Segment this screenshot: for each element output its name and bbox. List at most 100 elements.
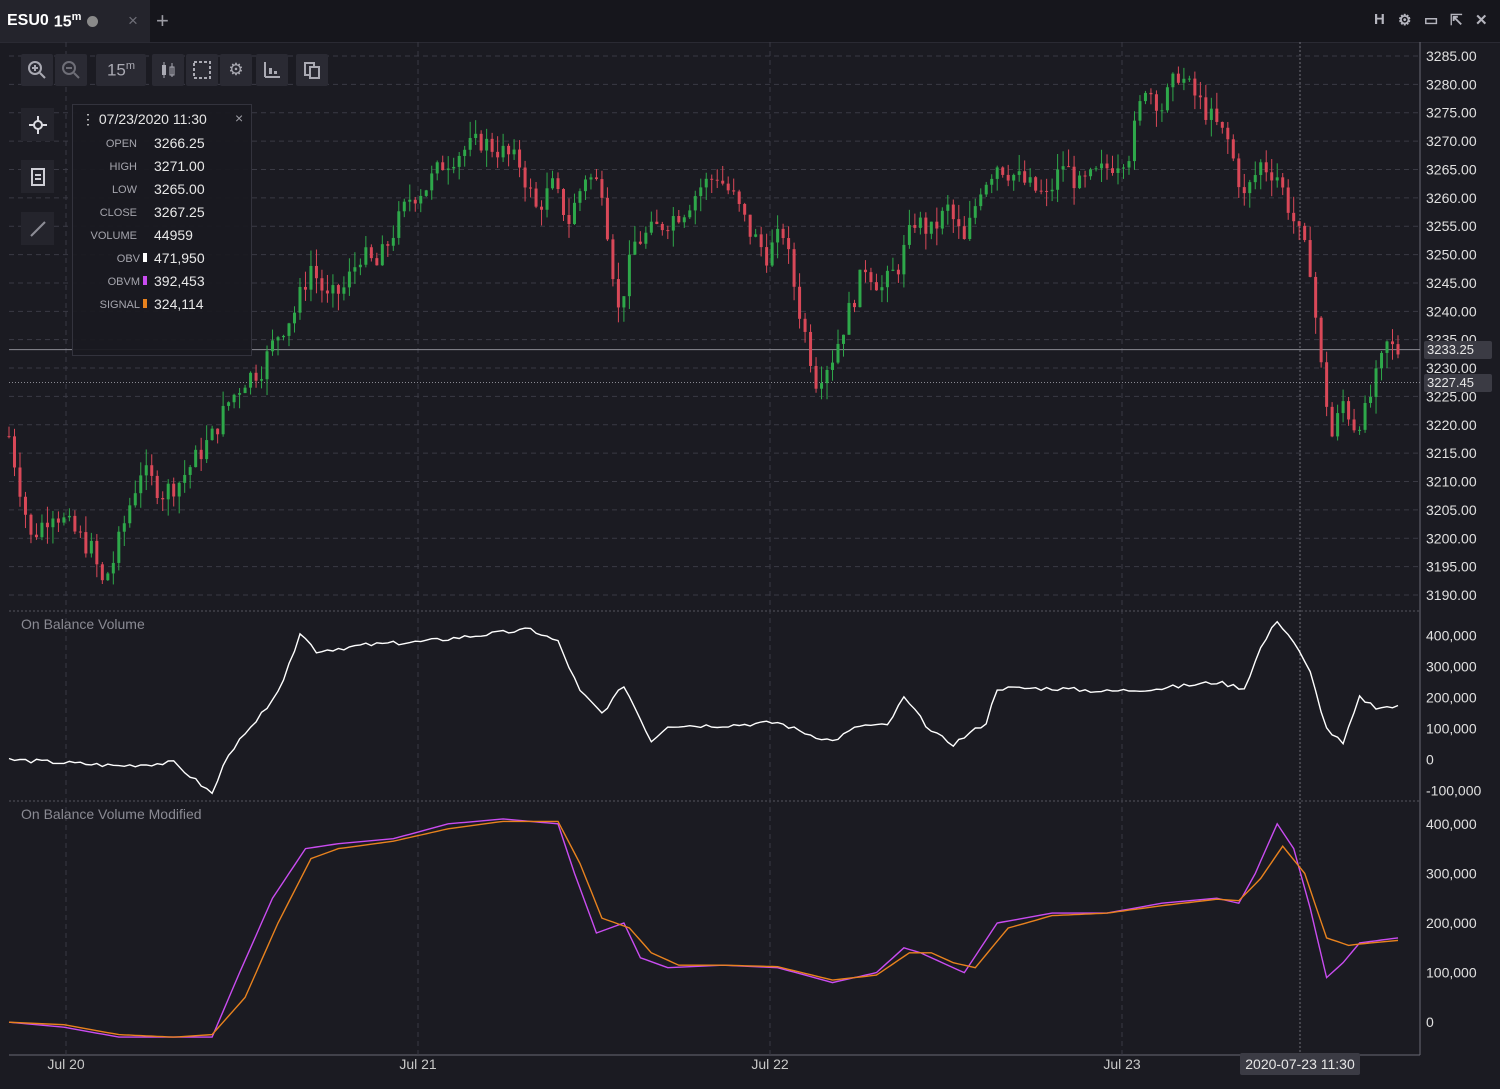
last-price-label: 3227.45 <box>1424 374 1492 392</box>
candle-body <box>1023 171 1027 183</box>
add-tab-button[interactable]: + <box>156 8 169 33</box>
candle-body <box>1143 92 1147 102</box>
candle-body <box>314 265 318 279</box>
tab-timeframe: 15m <box>53 10 82 31</box>
candle-body <box>1165 87 1169 111</box>
y-tick-label: 3280.00 <box>1426 76 1477 92</box>
close-window-icon[interactable]: ✕ <box>1475 12 1488 29</box>
dashed-square-icon <box>193 61 211 79</box>
document-icon <box>30 167 45 186</box>
candle-body <box>1111 168 1115 173</box>
candle-body <box>649 221 653 233</box>
zoom-out-icon <box>62 61 80 79</box>
candle-body <box>907 225 911 245</box>
timeframe-button[interactable]: 15m <box>96 54 146 86</box>
y-tick-label: 0 <box>1426 752 1434 768</box>
candle-body <box>1034 177 1038 191</box>
candle-body <box>770 242 774 266</box>
gear-icon[interactable]: ⚙ <box>1398 12 1412 29</box>
layout-button[interactable] <box>296 54 328 86</box>
candle-body <box>1198 95 1202 98</box>
chart-tab[interactable]: ESU0 15m × <box>0 0 150 42</box>
candle-body <box>1100 163 1104 169</box>
draw-line-button[interactable] <box>21 212 54 245</box>
indicators-button[interactable] <box>256 54 288 86</box>
candle-body <box>869 272 873 283</box>
candle-body <box>946 204 950 211</box>
candle-body <box>737 191 741 205</box>
restore-icon[interactable]: ▭ <box>1424 12 1439 29</box>
candle-body <box>1094 168 1098 170</box>
candle-body <box>1127 161 1131 168</box>
data-window-label: HIGH <box>109 161 138 173</box>
data-window-label: SIGNAL <box>100 299 147 311</box>
candlestick-icon <box>162 62 175 78</box>
zoom-in-button[interactable] <box>21 54 53 86</box>
data-window-close-button[interactable]: × <box>235 110 244 126</box>
candle-body <box>161 498 165 500</box>
candle-body <box>841 334 845 344</box>
candle-body <box>529 187 533 189</box>
zoom-out-button[interactable] <box>55 54 87 86</box>
candle-body <box>776 228 780 243</box>
candle-body <box>1231 139 1235 159</box>
data-window-value: 471,950 <box>154 250 205 266</box>
candle-body <box>1187 78 1191 80</box>
candle-body <box>358 264 362 268</box>
candle-body <box>820 383 824 389</box>
candle-body <box>507 145 511 155</box>
candle-body <box>1089 169 1093 177</box>
candle-body <box>880 287 884 291</box>
candle-body <box>34 534 38 538</box>
candle-body <box>89 540 93 554</box>
y-tick-label: 3200.00 <box>1426 530 1477 546</box>
candle-body <box>463 149 467 156</box>
select-area-button[interactable] <box>186 54 218 86</box>
obv-pane <box>8 620 1399 795</box>
candle-body <box>56 518 60 523</box>
candle-body <box>638 241 642 244</box>
candle-body <box>968 217 972 239</box>
crosshair-time-label: 2020-07-23 11:30 <box>1240 1053 1360 1075</box>
candle-body <box>1314 276 1318 318</box>
chart-type-button[interactable] <box>152 54 184 86</box>
candle-body <box>441 162 445 171</box>
candle-body <box>572 202 576 225</box>
candle-body <box>792 249 796 287</box>
chart-canvas[interactable]: 3190.00 3195.00 3200.00 3205.00 3210.00 3215.… <box>0 42 1500 1089</box>
candle-body <box>1220 121 1224 128</box>
candle-body <box>551 178 555 189</box>
candle-body <box>84 532 88 554</box>
candle-body <box>457 155 461 167</box>
candle-body <box>787 238 791 250</box>
candle-body <box>1056 169 1060 190</box>
y-tick-label: 3230.00 <box>1426 360 1477 376</box>
crosshair-button[interactable] <box>21 108 54 141</box>
candle-body <box>726 183 730 191</box>
candle-body <box>320 278 324 291</box>
candle-body <box>369 247 373 259</box>
popout-icon[interactable]: ⇱ <box>1450 12 1463 29</box>
data-window-row: OBV 471,950 <box>73 250 251 270</box>
candle-body <box>693 196 697 211</box>
data-window-row: LOW 3265.00 <box>73 181 251 201</box>
tab-close-button[interactable]: × <box>128 11 138 30</box>
candle-body <box>1281 177 1285 188</box>
candle-body <box>485 138 489 151</box>
settings-button[interactable]: ⚙ <box>220 54 252 86</box>
candle-body <box>540 206 544 210</box>
series-swatch <box>143 253 147 262</box>
candle-body <box>666 230 670 232</box>
data-window-row: VOLUME 44959 <box>73 227 251 247</box>
candle-body <box>688 210 692 218</box>
candle-body <box>984 184 988 195</box>
candle-body <box>1050 189 1054 192</box>
data-window-row: OBVM 392,453 <box>73 273 251 293</box>
candle-body <box>133 493 137 506</box>
data-window-button[interactable] <box>21 160 54 193</box>
h-button[interactable]: H <box>1374 11 1385 28</box>
candle-body <box>578 191 582 203</box>
candle-body <box>858 269 862 308</box>
candle-body <box>271 340 275 352</box>
candle-body <box>803 318 807 332</box>
